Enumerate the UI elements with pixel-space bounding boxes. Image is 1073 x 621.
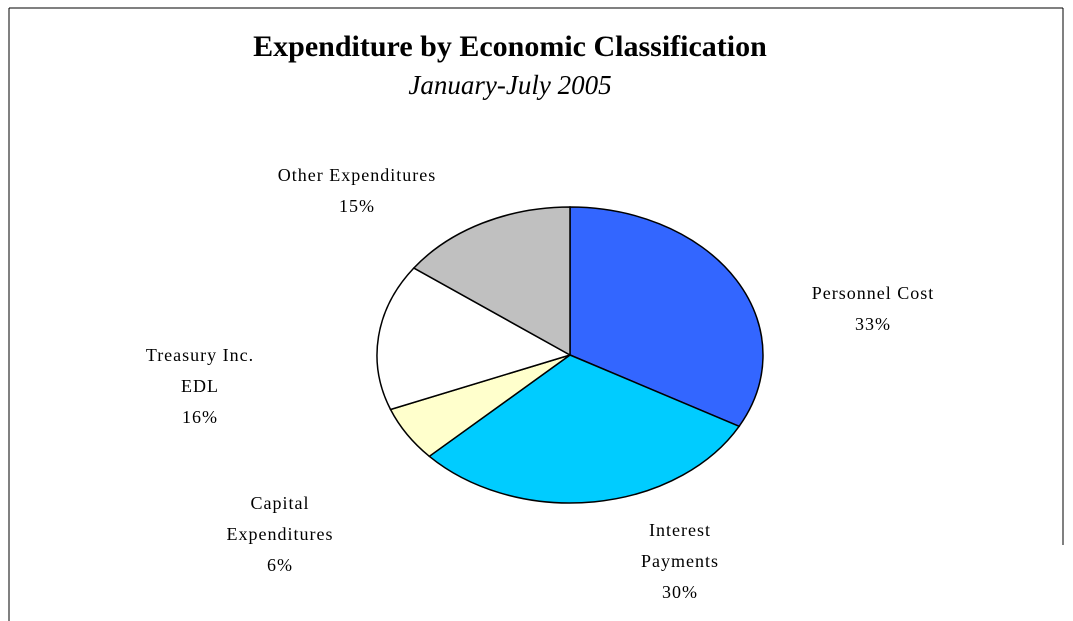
slice-label: Personnel Cost 33% (763, 278, 983, 340)
slice-label-name: Interest Payments (641, 520, 719, 571)
slice-label: Other Expenditures 15% (247, 160, 467, 222)
slice-label: Treasury Inc. EDL 16% (90, 340, 310, 433)
slice-label-name: Capital Expenditures (226, 493, 334, 544)
chart-subtitle: January-July 2005 (408, 70, 612, 100)
pie-slice (376, 267, 572, 411)
slice-label-name: Other Expenditures (277, 165, 437, 185)
slice-label-name: Treasury Inc. EDL (145, 345, 255, 396)
chart-title: Expenditure by Economic Classification (253, 30, 767, 63)
pie-slice (569, 206, 764, 428)
slice-label-name: Personnel Cost (811, 283, 935, 303)
slice-label: Capital Expenditures 6% (170, 488, 390, 581)
slice-label-value: 30% (662, 582, 698, 602)
slice-label-value: 15% (339, 196, 375, 216)
slice-label-value: 6% (267, 555, 293, 575)
slice-label-value: 33% (855, 314, 891, 334)
slice-label-value: 16% (182, 407, 218, 427)
slice-label: Interest Payments 30% (570, 515, 790, 608)
pie-slice (428, 354, 741, 504)
pie-slice (412, 206, 571, 357)
